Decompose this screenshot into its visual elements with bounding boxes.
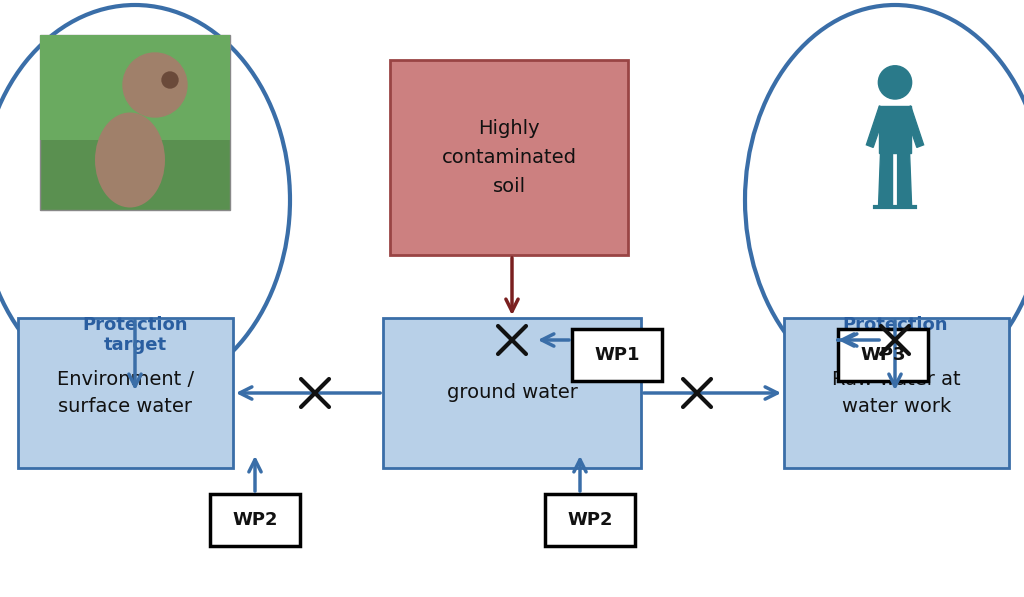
Polygon shape: [879, 153, 892, 207]
Bar: [784, 318, 1009, 468]
Text: WP2: WP2: [567, 511, 612, 529]
Text: WP1: WP1: [594, 346, 640, 364]
Text: ground water: ground water: [446, 383, 578, 402]
Bar: [40, 35, 230, 140]
Bar: [383, 318, 641, 468]
Text: Highly
contaminated
soil: Highly contaminated soil: [441, 118, 577, 196]
Polygon shape: [866, 106, 886, 147]
FancyBboxPatch shape: [880, 106, 910, 153]
Bar: [40, 35, 230, 210]
Bar: [838, 329, 928, 381]
Ellipse shape: [95, 112, 165, 208]
Text: Protection
target: Protection target: [82, 316, 187, 355]
Text: WP3: WP3: [860, 346, 906, 364]
Text: Protection
target: Protection target: [843, 316, 948, 355]
Bar: [545, 494, 635, 546]
Circle shape: [162, 72, 178, 88]
Circle shape: [879, 66, 911, 99]
Text: Environment /
surface water: Environment / surface water: [57, 370, 195, 416]
Text: Raw water at
water work: Raw water at water work: [833, 370, 961, 416]
Bar: [18, 318, 233, 468]
Bar: [210, 494, 300, 546]
Bar: [390, 60, 628, 255]
Circle shape: [123, 53, 187, 117]
Polygon shape: [898, 153, 911, 207]
Text: WP2: WP2: [232, 511, 278, 529]
Polygon shape: [904, 106, 924, 147]
Ellipse shape: [0, 5, 290, 395]
Bar: [572, 329, 662, 381]
Ellipse shape: [745, 5, 1024, 395]
